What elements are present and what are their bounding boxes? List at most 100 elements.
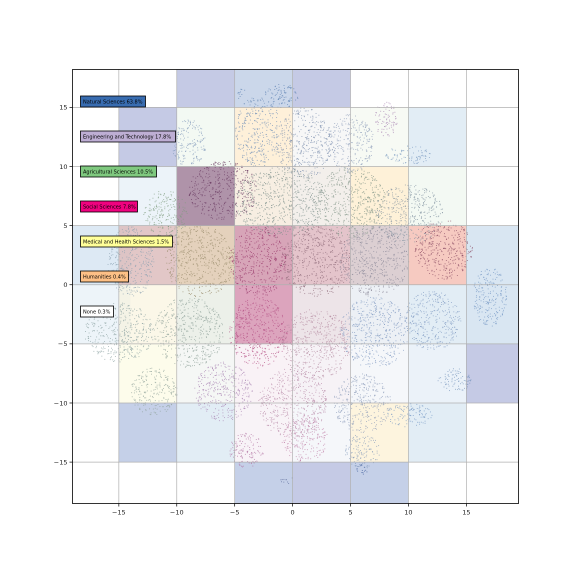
- scatter-point: [170, 255, 172, 257]
- scatter-point: [277, 151, 279, 153]
- scatter-point: [231, 256, 233, 258]
- scatter-point: [235, 175, 237, 177]
- scatter-point: [396, 188, 398, 190]
- scatter-point: [282, 148, 284, 150]
- scatter-point: [324, 208, 326, 210]
- scatter-point: [429, 196, 431, 198]
- scatter-point: [133, 234, 134, 236]
- scatter-point: [190, 241, 192, 243]
- scatter-point: [241, 192, 243, 194]
- scatter-point: [355, 176, 357, 178]
- scatter-point: [250, 241, 252, 242]
- scatter-point: [291, 172, 293, 174]
- scatter-point: [371, 147, 373, 149]
- scatter-point: [204, 168, 206, 169]
- scatter-point: [213, 262, 215, 264]
- scatter-point: [246, 230, 248, 232]
- scatter-point: [221, 254, 223, 256]
- scatter-point: [313, 131, 315, 133]
- scatter-point: [409, 238, 411, 240]
- scatter-point: [336, 138, 338, 140]
- scatter-point: [203, 261, 205, 263]
- scatter-point: [197, 141, 199, 143]
- scatter-point: [327, 152, 329, 154]
- scatter-point: [320, 190, 322, 192]
- scatter-point: [189, 257, 191, 259]
- scatter-point: [317, 129, 319, 131]
- scatter-point: [430, 210, 432, 212]
- scatter-point: [251, 151, 253, 153]
- scatter-point: [289, 171, 291, 173]
- scatter-point: [273, 137, 275, 139]
- scatter-point: [208, 180, 210, 182]
- scatter-point: [381, 187, 383, 189]
- scatter-point: [265, 91, 266, 93]
- scatter-point: [279, 186, 281, 188]
- scatter-point: [275, 271, 277, 273]
- scatter-point: [221, 284, 223, 286]
- scatter-point: [311, 161, 313, 163]
- scatter-point: [261, 151, 263, 153]
- scatter-point: [306, 177, 308, 179]
- scatter-point: [424, 150, 426, 152]
- scatter-point: [237, 148, 239, 150]
- scatter-point: [276, 88, 278, 90]
- scatter-point: [172, 270, 174, 272]
- scatter-point: [318, 201, 320, 203]
- scatter-point: [222, 253, 224, 255]
- scatter-point: [228, 161, 230, 163]
- scatter-point: [405, 223, 407, 225]
- scatter-point: [284, 202, 286, 204]
- scatter-point: [291, 177, 293, 179]
- scatter-point: [175, 234, 177, 236]
- scatter-point: [288, 157, 290, 159]
- scatter-point: [405, 200, 407, 202]
- scatter-point: [335, 206, 337, 208]
- scatter-point: [269, 214, 271, 216]
- scatter-point: [169, 214, 170, 216]
- scatter-point: [290, 187, 292, 189]
- scatter-point: [395, 117, 397, 119]
- scatter-point: [374, 178, 376, 180]
- scatter-point: [194, 183, 196, 185]
- scatter-point: [322, 145, 324, 147]
- scatter-point: [396, 227, 398, 229]
- scatter-point: [300, 226, 302, 228]
- scatter-point: [145, 258, 147, 259]
- scatter-point: [306, 268, 307, 270]
- scatter-point: [215, 291, 217, 293]
- scatter-point: [170, 199, 171, 200]
- scatter-point: [194, 275, 195, 277]
- scatter-point: [201, 148, 203, 150]
- scatter-point: [370, 145, 372, 147]
- scatter-point: [308, 217, 310, 219]
- scatter-point: [255, 265, 257, 267]
- scatter-point: [376, 193, 378, 195]
- scatter-point: [289, 204, 291, 206]
- scatter-point: [174, 155, 176, 156]
- scatter-point: [352, 122, 354, 124]
- scatter-point: [249, 254, 251, 256]
- scatter-point: [363, 223, 365, 225]
- scatter-point: [129, 253, 131, 255]
- scatter-point: [398, 208, 400, 210]
- scatter-point: [402, 199, 404, 201]
- scatter-point: [273, 192, 275, 194]
- scatter-point: [412, 232, 414, 234]
- scatter-point: [357, 232, 359, 234]
- scatter-point: [334, 202, 336, 204]
- scatter-point: [288, 100, 290, 102]
- scatter-point: [307, 189, 309, 191]
- scatter-point: [201, 254, 203, 255]
- scatter-point: [361, 162, 363, 164]
- scatter-point: [355, 158, 357, 160]
- scatter-point: [425, 188, 427, 190]
- scatter-point: [336, 211, 338, 213]
- scatter-point: [377, 200, 379, 201]
- scatter-point: [185, 270, 187, 272]
- scatter-point: [292, 146, 294, 148]
- scatter-point: [187, 289, 189, 291]
- scatter-point: [279, 203, 281, 205]
- scatter-point: [246, 172, 248, 174]
- scatter-point: [232, 206, 234, 208]
